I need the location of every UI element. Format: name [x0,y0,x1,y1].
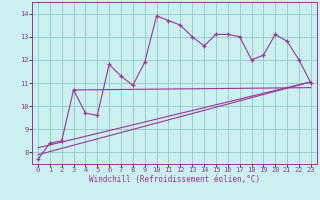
X-axis label: Windchill (Refroidissement éolien,°C): Windchill (Refroidissement éolien,°C) [89,175,260,184]
